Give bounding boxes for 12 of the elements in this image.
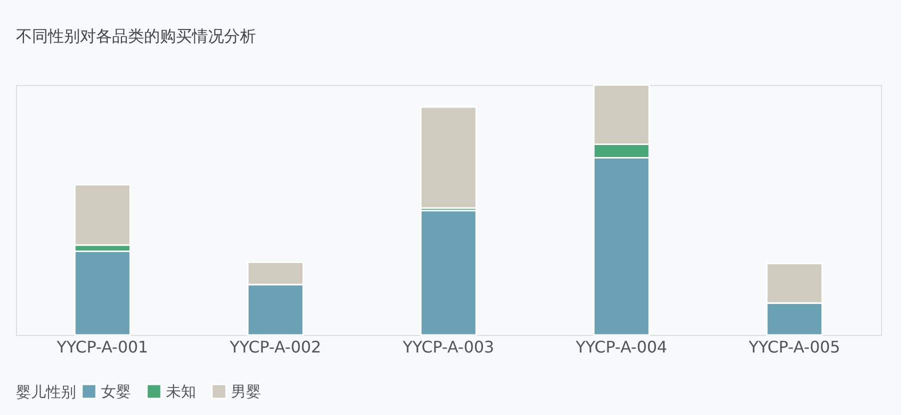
legend-label: 未知 [166,382,196,400]
x-tick-label: YYCP-A-005 [748,338,840,356]
x-tick-label: YYCP-A-002 [228,338,322,356]
legend-label: 男婴 [231,382,261,400]
x-tick-label: YYCP-A-004 [574,338,668,356]
bar [420,210,477,336]
bar [420,106,477,209]
legend-label: 女婴 [101,382,131,400]
x-tick-label: YYCP-A-003 [402,338,494,356]
chart-title: 不同性别对各品类的购买情况分析 [16,26,256,46]
x-tick-label: YYCP-A-001 [56,338,148,356]
legend-title: 婴儿性别 [16,383,76,401]
